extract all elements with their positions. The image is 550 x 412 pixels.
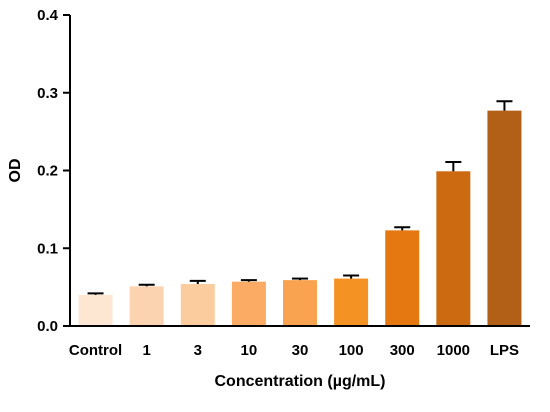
bar-300 bbox=[385, 230, 420, 326]
y-axis-title: OD bbox=[7, 159, 24, 183]
x-tick-label: Control bbox=[69, 342, 122, 359]
bar-lps bbox=[487, 110, 522, 326]
bar-control bbox=[78, 294, 113, 326]
bars-group bbox=[78, 110, 522, 326]
x-tick-label: 1000 bbox=[437, 342, 470, 359]
x-axis-ticks: Control 1 3 10 30 100 300 1000 LPS bbox=[69, 342, 519, 359]
x-tick-label: 1 bbox=[142, 342, 150, 359]
x-tick-label: LPS bbox=[490, 342, 519, 359]
x-tick-label: 300 bbox=[390, 342, 415, 359]
bar-10 bbox=[231, 281, 266, 326]
x-tick-label: 100 bbox=[339, 342, 364, 359]
bar-3 bbox=[180, 284, 215, 326]
x-tick-label: 30 bbox=[292, 342, 309, 359]
x-tick-label: 10 bbox=[241, 342, 258, 359]
y-tick-label: 0.2 bbox=[37, 163, 58, 180]
y-tick-label: 0.1 bbox=[37, 240, 58, 257]
plot-area bbox=[78, 100, 522, 326]
error-bars-group bbox=[87, 100, 513, 295]
bar-1000 bbox=[436, 171, 471, 326]
bar-1 bbox=[129, 286, 164, 326]
x-tick-label: 3 bbox=[194, 342, 202, 359]
x-axis-title: Concentration (µg/mL) bbox=[215, 373, 386, 390]
y-tick-label: 0.0 bbox=[37, 318, 58, 335]
y-tick-label: 0.4 bbox=[37, 7, 59, 24]
bar-30 bbox=[283, 280, 317, 326]
y-axis-ticks: 0.0 0.1 0.2 0.3 0.4 bbox=[37, 7, 70, 335]
bar-100 bbox=[334, 278, 369, 326]
y-tick-label: 0.3 bbox=[37, 85, 58, 102]
